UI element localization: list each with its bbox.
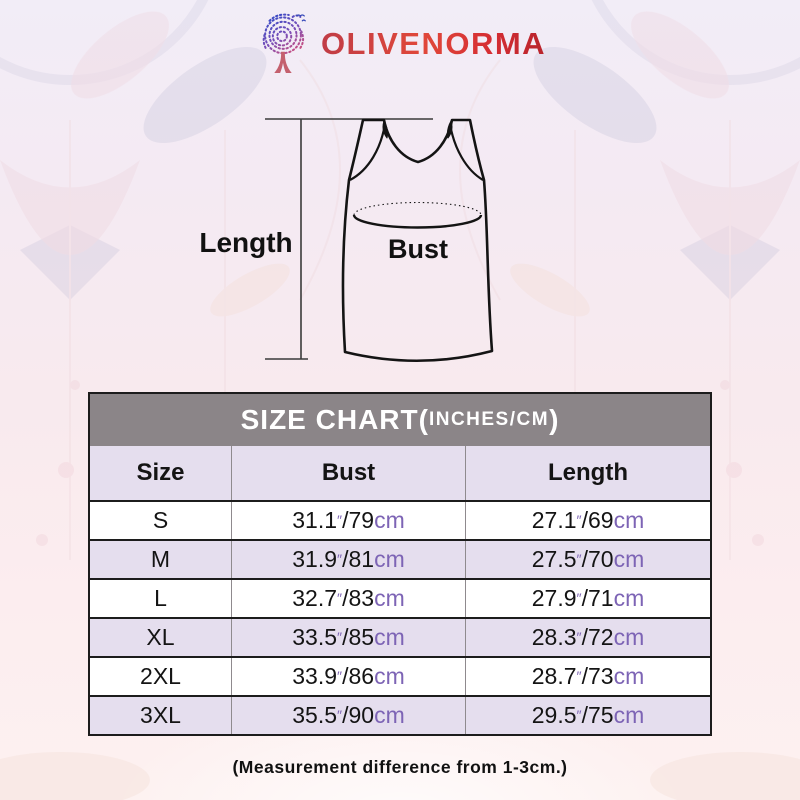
length-value: 27.1 ″/69 cm bbox=[465, 502, 710, 539]
size-label: 2XL bbox=[140, 663, 181, 689]
size-chart-title: SIZE CHART(INCHES/CM) bbox=[90, 394, 710, 446]
tree-trunk bbox=[274, 51, 292, 73]
length-value: 27.5 ″/70 cm bbox=[465, 541, 710, 578]
table-row-2xl: 2XL 33.9 ″/86 cm 28.7 ″/73 cm bbox=[90, 656, 710, 695]
size-label: L bbox=[154, 585, 167, 611]
size-label: M bbox=[150, 546, 171, 572]
length-value: 29.5 ″/75 cm bbox=[465, 697, 710, 734]
bust-value: 33.5 ″/85 cm bbox=[231, 619, 465, 656]
tank-top-outline bbox=[341, 118, 494, 363]
length-value: 28.3 ″/72 cm bbox=[465, 619, 710, 656]
length-label: Length bbox=[199, 227, 292, 258]
column-header-length: Length bbox=[465, 446, 710, 500]
size-label: 3XL bbox=[140, 702, 181, 728]
table-row-s: S 31.1 ″/79 cm 27.1 ″/69 cm bbox=[90, 500, 710, 539]
title-units: INCHES/CM bbox=[428, 409, 550, 430]
size-label: S bbox=[152, 507, 169, 533]
column-header-row: Size Bust Length bbox=[90, 446, 710, 500]
bust-value: 35.5 ″/90 cm bbox=[231, 697, 465, 734]
title-main: SIZE CHART( bbox=[240, 404, 429, 435]
bust-ellipse bbox=[352, 201, 483, 229]
tree-logo-icon bbox=[262, 13, 306, 73]
table-row-l: L 32.7 ″/83 cm 27.9 ″/71 cm bbox=[90, 578, 710, 617]
bust-value: 31.1 ″/79 cm bbox=[231, 502, 465, 539]
column-header-bust: Bust bbox=[231, 446, 465, 500]
bust-value: 31.9 ″/81 cm bbox=[231, 541, 465, 578]
table-row-3xl: 3XL 35.5 ″/90 cm 29.5 ″/75 cm bbox=[90, 695, 710, 734]
length-value: 28.7 ″/73 cm bbox=[465, 658, 710, 695]
measurement-disclaimer: (Measurement difference from 1-3cm.) bbox=[232, 757, 568, 777]
title-close: ) bbox=[549, 404, 560, 435]
table-row-xl: XL 33.5 ″/85 cm 28.3 ″/72 cm bbox=[90, 617, 710, 656]
column-header-size: Size bbox=[136, 459, 185, 486]
brand-header: OLIVENORMA bbox=[0, 8, 800, 80]
garment-measurement-diagram: Length Bust bbox=[199, 118, 494, 363]
length-value: 27.9 ″/71 cm bbox=[465, 580, 710, 617]
bust-value: 33.9 ″/86 cm bbox=[231, 658, 465, 695]
brand-name: OLIVENORMA bbox=[320, 26, 547, 61]
size-chart-table: SIZE CHART(INCHES/CM) Size Bust Length S… bbox=[88, 392, 712, 736]
size-label: XL bbox=[146, 624, 175, 650]
bust-value: 32.7 ″/83 cm bbox=[231, 580, 465, 617]
bust-label: Bust bbox=[388, 234, 448, 264]
measurement-lines bbox=[265, 118, 433, 360]
table-row-m: M 31.9 ″/81 cm 27.5 ″/70 cm bbox=[90, 539, 710, 578]
